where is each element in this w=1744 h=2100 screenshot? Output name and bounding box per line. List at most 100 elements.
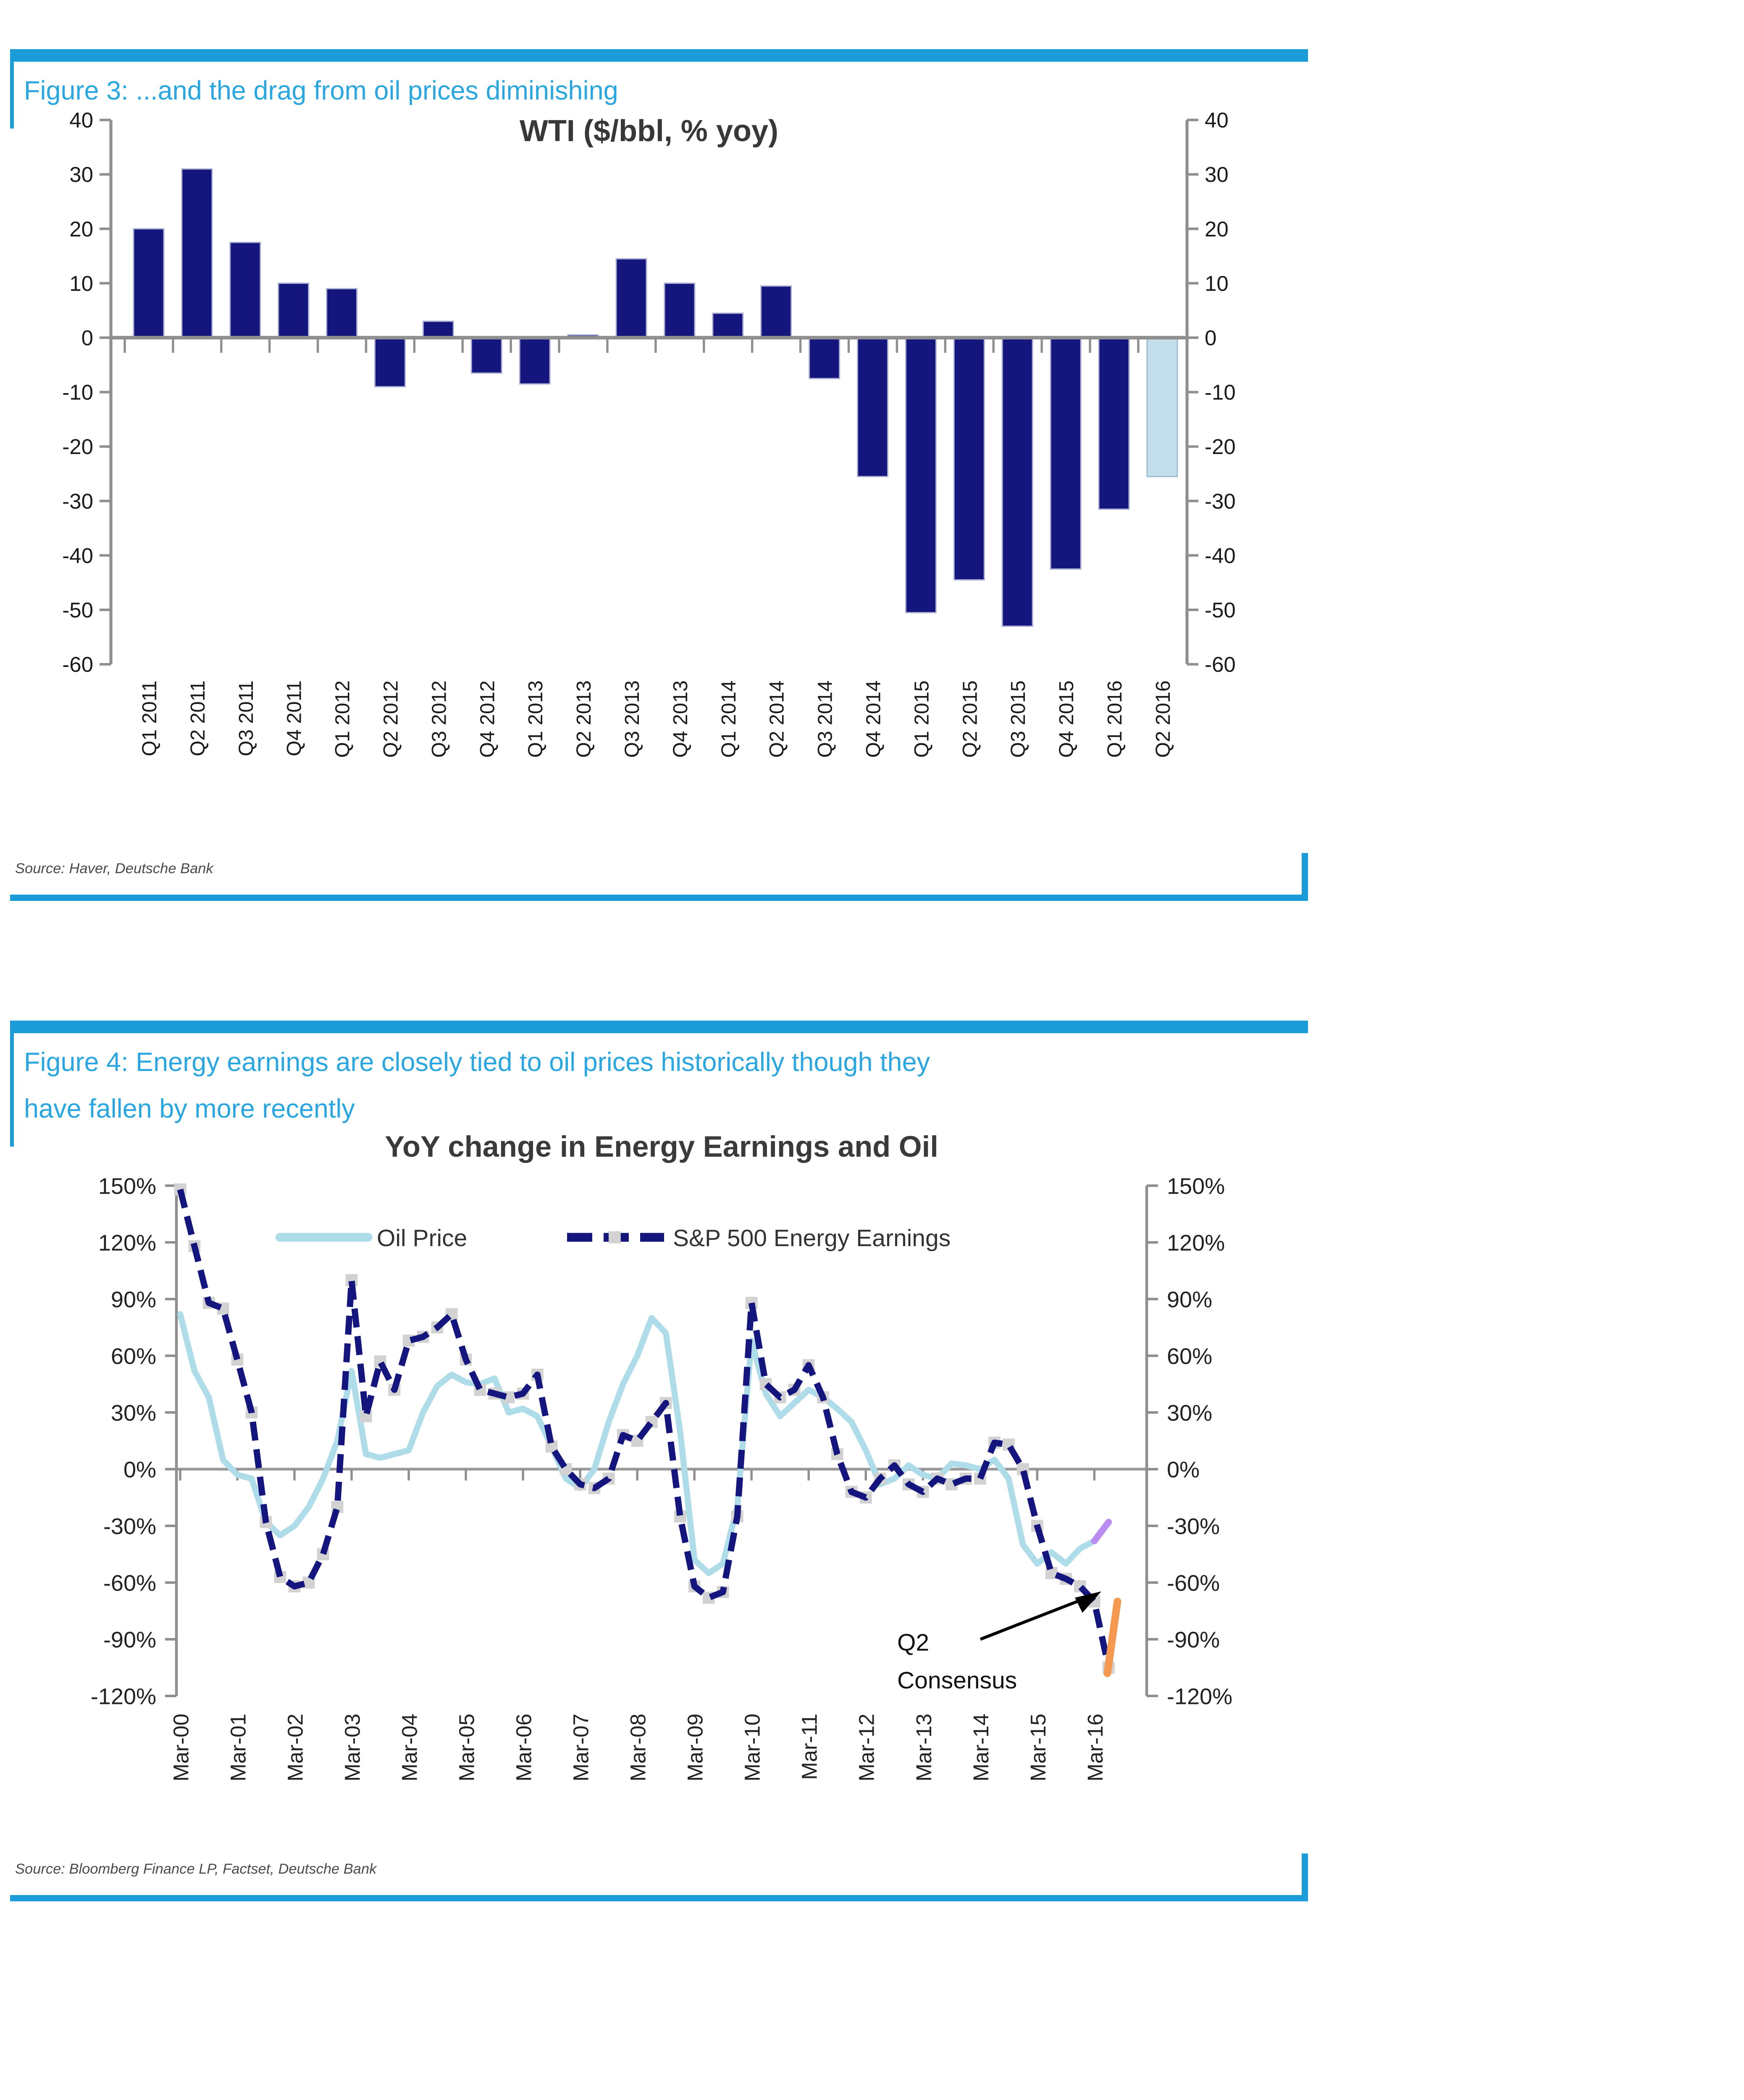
left-y-tick-labels: 40 30 20 10 0 -10 -20 -30 -40 -50 -60 bbox=[62, 108, 93, 677]
left-y-label: 150% bbox=[98, 1174, 156, 1199]
left-y-ticks bbox=[100, 118, 111, 666]
bar-Q2 2014 bbox=[760, 285, 792, 339]
x-label: Mar-10 bbox=[741, 1714, 764, 1782]
x-label: Q3 2011 bbox=[235, 680, 257, 756]
wti-yoy-bar-chart: 40 30 20 10 0 -10 -20 -30 -40 -50 -60 40 30 20 10 0 -10 -… bbox=[62, 108, 1236, 758]
left-y-label: 20 bbox=[69, 217, 93, 241]
bar-Q1 2012 bbox=[326, 288, 358, 339]
x-label: Q4 2013 bbox=[670, 680, 692, 758]
bar-Q2 2015 bbox=[953, 337, 985, 581]
figure-4-bottom-border bbox=[10, 1895, 1308, 1901]
x-label: Q3 2013 bbox=[621, 680, 643, 758]
left-y-label: 0 bbox=[81, 326, 93, 350]
bar-Q3 2012 bbox=[422, 320, 454, 339]
x-label: Mar-01 bbox=[226, 1714, 250, 1782]
x-label: Mar-12 bbox=[855, 1714, 879, 1782]
x-label: Mar-02 bbox=[284, 1714, 307, 1782]
right-y-label: -60 bbox=[1205, 653, 1236, 677]
x-label: Q2 2013 bbox=[573, 680, 595, 758]
right-y-ticks bbox=[1187, 118, 1198, 666]
right-y-label: 10 bbox=[1205, 271, 1229, 295]
right-y-label: -90% bbox=[1167, 1628, 1220, 1653]
left-y-label: 0% bbox=[123, 1457, 156, 1483]
x-label: Q4 2011 bbox=[284, 680, 306, 756]
right-y-label: 120% bbox=[1167, 1231, 1225, 1256]
left-y-label: 40 bbox=[69, 108, 93, 132]
bar-Q1 2016 bbox=[1098, 337, 1130, 510]
left-y-label: 120% bbox=[98, 1231, 156, 1256]
x-label: Q1 2015 bbox=[911, 680, 933, 758]
right-y-label: 90% bbox=[1167, 1287, 1212, 1312]
x-label: Q2 2014 bbox=[766, 680, 788, 758]
x-tick-labels: Mar-00 Mar-01 Mar-02 Mar-03 Mar-04 Mar-05 Mar-… bbox=[169, 1714, 1107, 1782]
left-y-label: -30 bbox=[62, 489, 93, 513]
x-tick-labels: Q1 2011 Q2 2011 Q3 2011 Q4 2011 Q1 2012 Q2 20… bbox=[139, 680, 1174, 758]
left-y-label: 90% bbox=[111, 1287, 156, 1312]
legend: Oil Price S&P 500 Energy Earnings bbox=[275, 1225, 951, 1252]
right-y-label: -20 bbox=[1205, 435, 1236, 459]
left-y-label: 10 bbox=[69, 271, 93, 295]
x-label: Q4 2012 bbox=[476, 680, 499, 758]
legend-earnings-label: S&P 500 Energy Earnings bbox=[673, 1225, 951, 1252]
left-y-label: -60 bbox=[62, 653, 93, 677]
figure-3-title: Figure 3: ...and the drag from oil price… bbox=[10, 62, 1304, 129]
left-y-ticks bbox=[165, 1184, 176, 1697]
bar-Q1 2011 bbox=[133, 228, 165, 339]
chart-title: YoY change in Energy Earnings and Oil bbox=[385, 1130, 938, 1163]
figure-4-source: Source: Bloomberg Finance LP, Factset, D… bbox=[15, 1862, 377, 1877]
bar-Q1 2013 bbox=[519, 337, 551, 385]
oil-price-forecast-tip bbox=[1091, 1519, 1112, 1544]
right-y-ticks bbox=[1147, 1184, 1158, 1697]
x-label: Q3 2014 bbox=[814, 680, 837, 758]
annotation-line1: Q2 bbox=[897, 1629, 929, 1656]
x-label: Mar-11 bbox=[798, 1714, 822, 1780]
x-label: Q2 2015 bbox=[959, 680, 981, 758]
x-label: Q2 2016 bbox=[1152, 680, 1174, 758]
right-y-label: -30% bbox=[1167, 1514, 1220, 1539]
figure-3-source: Source: Haver, Deutsche Bank bbox=[15, 862, 213, 877]
right-y-label: -30 bbox=[1205, 489, 1236, 513]
right-y-label: 0 bbox=[1205, 326, 1216, 350]
figure-4: Figure 4: Energy earnings are closely ti… bbox=[10, 1021, 1308, 1915]
q2-consensus-segment bbox=[1103, 1598, 1122, 1677]
right-y-label: -10 bbox=[1205, 381, 1236, 404]
right-y-label: 60% bbox=[1167, 1344, 1212, 1369]
figure-4-corner-mark bbox=[1302, 1853, 1308, 1901]
left-y-label: -20 bbox=[62, 435, 93, 459]
x-label: Mar-16 bbox=[1083, 1714, 1107, 1782]
bar-Q3 2014 bbox=[809, 337, 840, 379]
x-label: Q1 2016 bbox=[1104, 680, 1126, 758]
x-label: Mar-04 bbox=[398, 1714, 422, 1782]
bar-Q3 2015 bbox=[1001, 337, 1033, 627]
bar-Q4 2014 bbox=[857, 337, 888, 478]
x-label: Mar-06 bbox=[512, 1714, 536, 1782]
x-label: Mar-00 bbox=[169, 1714, 193, 1782]
left-y-label: 30% bbox=[111, 1401, 156, 1426]
figure-3-title-text: Figure 3: ...and the drag from oil price… bbox=[24, 77, 618, 106]
figure-3-top-border bbox=[10, 49, 1308, 62]
x-label: Q1 2011 bbox=[139, 680, 161, 756]
x-label: Q1 2014 bbox=[718, 680, 740, 758]
right-y-label: 0% bbox=[1167, 1457, 1200, 1483]
x-label: Q1 2012 bbox=[332, 680, 354, 758]
x-label: Mar-08 bbox=[626, 1714, 650, 1782]
right-y-label: -40 bbox=[1205, 543, 1236, 567]
bar-Q1 2014 bbox=[712, 312, 744, 339]
x-label: Mar-03 bbox=[341, 1714, 365, 1782]
figure-4-top-border bbox=[10, 1021, 1308, 1033]
right-y-label: 20 bbox=[1205, 217, 1229, 241]
right-y-label: -50 bbox=[1205, 598, 1236, 622]
x-label: Q4 2015 bbox=[1056, 680, 1078, 758]
right-y-label: -60% bbox=[1167, 1571, 1220, 1596]
x-label: Q2 2011 bbox=[187, 680, 209, 756]
annotation-arrow-head bbox=[1075, 1591, 1101, 1613]
bar-Q2 2016 bbox=[1146, 337, 1178, 478]
legend-oil-label: Oil Price bbox=[377, 1225, 467, 1252]
right-y-label: 40 bbox=[1205, 108, 1229, 132]
bar-Q4 2011 bbox=[278, 282, 310, 339]
bar-Q1 2015 bbox=[905, 337, 937, 614]
right-y-label: 30 bbox=[1205, 163, 1229, 186]
bar-Q3 2011 bbox=[229, 242, 261, 339]
right-y-label: 150% bbox=[1167, 1174, 1225, 1199]
x-label: Q1 2013 bbox=[525, 680, 547, 758]
